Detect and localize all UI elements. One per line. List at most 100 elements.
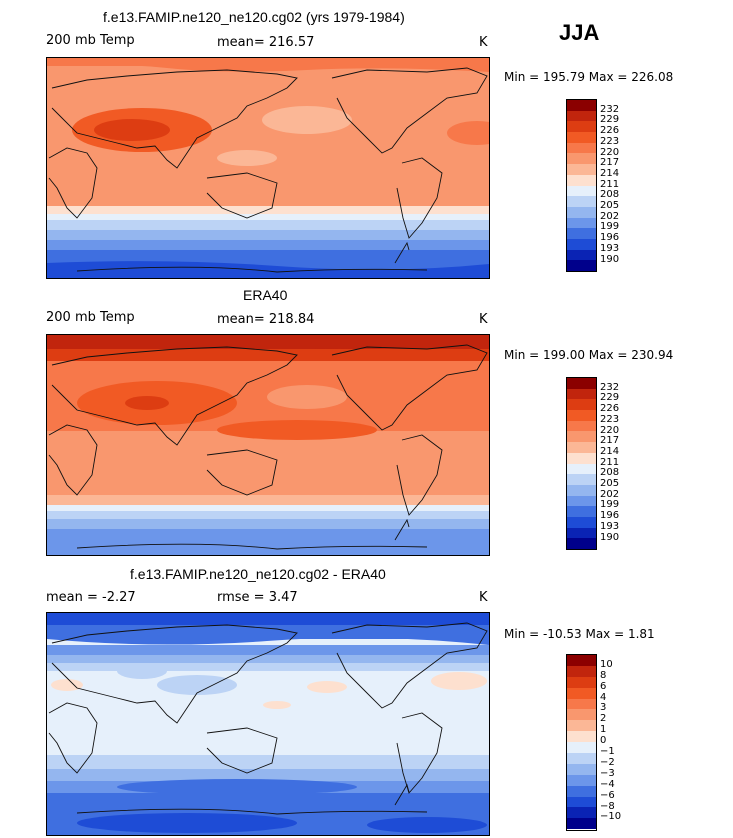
panel3-mean-label: mean = -2.27 xyxy=(46,590,136,605)
colorbar-tick-label: 10 xyxy=(600,658,613,670)
panel1-colorbar xyxy=(566,99,597,272)
colorbar-tick-label: 196 xyxy=(600,510,620,522)
panel3-map xyxy=(46,612,490,836)
panel1-colorbar-swatch xyxy=(567,100,596,111)
panel1-colorbar-swatch xyxy=(567,228,596,239)
colorbar-tick-label: 232 xyxy=(600,381,620,393)
panel2-colorbar-swatch xyxy=(567,495,596,507)
panel1-colorbar-swatch xyxy=(567,238,596,250)
panel3-colorbar-swatch xyxy=(567,687,596,699)
colorbar-tick-label: 208 xyxy=(600,189,620,201)
colorbar-tick-label: 217 xyxy=(600,157,620,169)
panel3-rmse-label: rmse = 3.47 xyxy=(217,590,298,605)
colorbar-tick-label: 0 xyxy=(600,735,607,747)
panel3-colorbar-swatch xyxy=(567,818,596,830)
panel3-colorbar-swatch xyxy=(567,807,596,819)
panel1-colorbar-swatch xyxy=(567,142,596,154)
panel2-colorbar-swatch xyxy=(567,399,596,411)
colorbar-tick-label: 208 xyxy=(600,467,620,479)
panel2-colorbar xyxy=(566,377,597,550)
panel3-colorbar-swatch xyxy=(567,731,596,743)
panel1-colorbar-swatch xyxy=(567,121,596,133)
colorbar-tick-label: 196 xyxy=(600,232,620,244)
panel1-colorbar-swatch xyxy=(567,206,596,218)
colorbar-tick-label: 232 xyxy=(600,103,620,115)
panel3-colorbar-swatch xyxy=(567,720,596,732)
panel2-mean-label: mean= 218.84 xyxy=(217,312,315,327)
panel2-colorbar-swatch xyxy=(567,527,596,539)
colorbar-tick-label: 193 xyxy=(600,520,620,532)
colorbar-tick-label: 4 xyxy=(600,691,607,703)
colorbar-tick-label: 190 xyxy=(600,253,620,265)
panel1-colorbar-swatch xyxy=(567,153,596,165)
season-label: JJA xyxy=(559,20,600,45)
colorbar-tick-label: −3 xyxy=(600,767,615,779)
panel3-colorbar-swatch xyxy=(567,676,596,688)
colorbar-tick-label: 229 xyxy=(600,392,620,404)
panel2-minmax-label: Min = 199.00 Max = 230.94 xyxy=(504,348,674,362)
panel2-map xyxy=(46,334,490,556)
colorbar-tick-label: 2 xyxy=(600,713,607,725)
colorbar-tick-label: 8 xyxy=(600,669,607,681)
colorbar-tick-label: 205 xyxy=(600,200,620,211)
colorbar-tick-label: 199 xyxy=(600,499,620,511)
colorbar-tick-label: 214 xyxy=(600,167,620,179)
colorbar-tick-label: −2 xyxy=(600,756,615,768)
panel2-colorbar-swatch xyxy=(567,410,596,421)
colorbar-tick-label: 1 xyxy=(600,724,607,736)
colorbar-tick-label: 226 xyxy=(600,125,620,137)
panel2-colorbar-swatch xyxy=(567,431,596,443)
panel1-colorbar-swatch xyxy=(567,185,596,197)
colorbar-tick-label: 220 xyxy=(600,424,620,436)
colorbar-tick-label: 226 xyxy=(600,403,620,415)
panel1-colorbar-swatch xyxy=(567,164,596,175)
colorbar-tick-label: 205 xyxy=(600,478,620,489)
panel2-colorbar-swatch xyxy=(567,452,596,464)
colorbar-tick-label: 190 xyxy=(600,531,620,543)
panel2-colorbar-swatch xyxy=(567,463,596,475)
colorbar-tick-label: −1 xyxy=(600,746,615,757)
panel1-colorbar-swatch xyxy=(567,217,596,229)
colorbar-tick-label: −10 xyxy=(600,811,622,823)
panel3-colorbar-swatch xyxy=(567,698,596,710)
colorbar-tick-label: 211 xyxy=(600,456,620,468)
panel3-colorbar-swatch xyxy=(567,753,596,764)
colorbar-tick-label: 220 xyxy=(600,146,620,158)
panel1-colorbar-swatch xyxy=(567,260,596,271)
panel3-minmax-label: Min = -10.53 Max = 1.81 xyxy=(504,627,655,641)
panel3-colorbar-swatch xyxy=(567,785,596,797)
panel3-colorbar-swatch xyxy=(567,709,596,721)
panel3-title: f.e13.FAMIP.ne120_ne120.cg02 - ERA40 xyxy=(130,566,386,582)
panel2-colorbar-swatch xyxy=(567,516,596,528)
colorbar-tick-label: 211 xyxy=(600,178,620,190)
panel2-colorbar-swatch xyxy=(567,538,596,549)
panel3-colorbar-swatch xyxy=(567,796,596,808)
colorbar-tick-label: 229 xyxy=(600,114,620,126)
colorbar-tick-label: −4 xyxy=(600,778,615,790)
panel1-colorbar-swatch xyxy=(567,249,596,261)
panel1-minmax-label: Min = 195.79 Max = 226.08 xyxy=(504,70,674,84)
colorbar-tick-label: 202 xyxy=(600,210,620,222)
colorbar-tick-label: −8 xyxy=(600,800,615,812)
colorbar-tick-label: 6 xyxy=(600,680,607,692)
panel1-variable-label: 200 mb Temp xyxy=(46,33,135,48)
panel3-colorbar-swatch xyxy=(567,774,596,786)
panel2-colorbar-swatch xyxy=(567,474,596,485)
colorbar-tick-label: 202 xyxy=(600,488,620,500)
colorbar-tick-label: 223 xyxy=(600,135,620,147)
panel3-colorbar-swatch xyxy=(567,665,596,677)
panel3-colorbar xyxy=(566,654,597,831)
colorbar-tick-label: 193 xyxy=(600,242,620,254)
panel2-colorbar-swatch xyxy=(567,484,596,496)
panel3-colorbar-swatch xyxy=(567,742,596,754)
panel1-colorbar-swatch xyxy=(567,174,596,186)
panel1-colorbar-swatch xyxy=(567,196,596,207)
panel2-title: ERA40 xyxy=(243,287,288,303)
colorbar-tick-label: 199 xyxy=(600,221,620,233)
colorbar-tick-label: 217 xyxy=(600,435,620,447)
panel2-colorbar-swatch xyxy=(567,420,596,432)
panel3-colorbar-swatch xyxy=(567,655,596,666)
panel1-units-label: K xyxy=(479,35,488,50)
panel2-units-label: K xyxy=(479,312,488,327)
panel1-title: f.e13.FAMIP.ne120_ne120.cg02 (yrs 1979-1… xyxy=(103,9,405,25)
